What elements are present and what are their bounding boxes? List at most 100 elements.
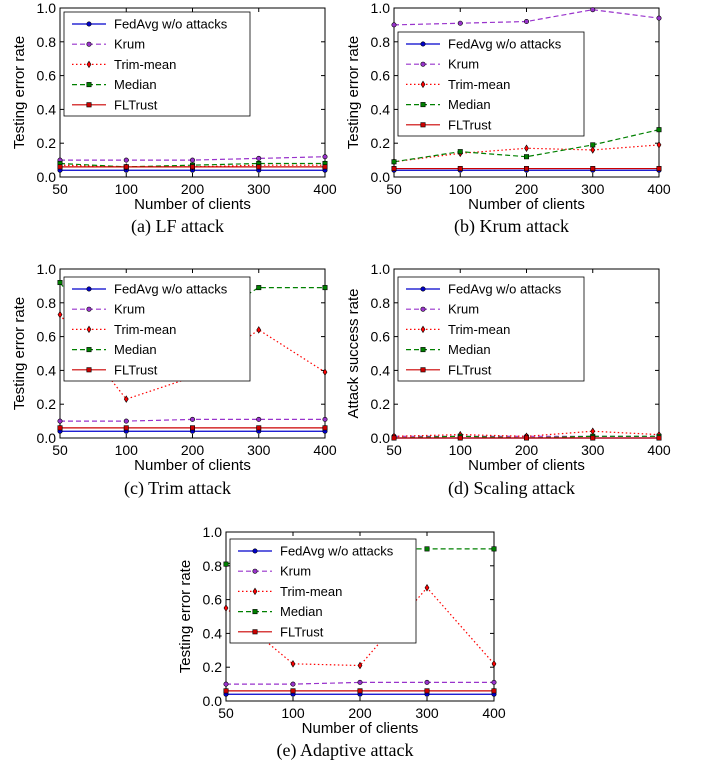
data-point xyxy=(57,418,63,424)
data-point xyxy=(256,416,262,422)
legend-marker xyxy=(86,367,92,373)
legend-entry: Median xyxy=(448,342,491,357)
x-tick-label: 400 xyxy=(647,181,671,197)
data-point xyxy=(322,368,328,376)
data-point xyxy=(190,157,196,163)
legend-marker xyxy=(86,325,92,334)
data-point xyxy=(590,142,596,148)
data-point xyxy=(424,584,430,592)
data-point xyxy=(322,164,328,170)
data-point xyxy=(357,688,363,694)
y-tick-label: 0.8 xyxy=(203,558,223,574)
x-tick-label: 300 xyxy=(581,442,605,458)
data-point xyxy=(322,154,328,160)
legend-marker xyxy=(86,286,92,292)
data-point xyxy=(190,164,196,170)
x-tick-label: 300 xyxy=(581,181,605,197)
data-point xyxy=(256,425,262,431)
x-tick-label: 200 xyxy=(515,442,539,458)
x-tick-label: 50 xyxy=(52,442,68,458)
legend-marker xyxy=(420,102,426,108)
data-point xyxy=(123,395,129,403)
y-tick-label: 0.2 xyxy=(37,135,57,151)
data-point xyxy=(123,164,129,170)
data-point xyxy=(491,660,497,668)
x-tick-label: 400 xyxy=(647,442,671,458)
y-tick-label: 0.0 xyxy=(371,430,391,446)
legend: FedAvg w/o attacks Krum Trim-mean Median FLT… xyxy=(63,11,251,117)
data-point xyxy=(457,435,463,441)
data-point xyxy=(491,688,497,694)
x-tick-label: 100 xyxy=(449,442,473,458)
y-tick-label: 0.8 xyxy=(371,34,391,50)
legend: FedAvg w/o attacks Krum Trim-mean Median FLT… xyxy=(397,276,585,382)
y-tick-label: 0.6 xyxy=(37,329,57,345)
data-point xyxy=(190,425,196,431)
legend-marker xyxy=(252,548,258,554)
data-point xyxy=(57,280,63,286)
x-tick-label: 50 xyxy=(218,705,234,721)
legend-entry: FLTrust xyxy=(448,362,492,377)
legend-marker xyxy=(252,629,258,635)
data-point xyxy=(491,546,497,552)
legend-marker xyxy=(86,306,92,312)
y-tick-label: 0.0 xyxy=(37,430,57,446)
data-point xyxy=(57,425,63,431)
data-point xyxy=(57,164,63,170)
legend-entry: FLTrust xyxy=(114,362,158,377)
data-point xyxy=(656,141,662,149)
subfigure-caption: (b) Krum attack xyxy=(454,216,569,237)
legend-entry: Trim-mean xyxy=(448,322,510,337)
data-point xyxy=(322,425,328,431)
y-tick-label: 0.6 xyxy=(371,329,391,345)
legend-marker xyxy=(252,568,258,574)
legend-marker xyxy=(86,41,92,47)
y-axis-label: Attack success rate xyxy=(345,288,362,418)
data-point xyxy=(656,166,662,172)
x-tick-label: 200 xyxy=(181,442,205,458)
data-point xyxy=(391,22,397,28)
y-tick-label: 0.6 xyxy=(37,68,57,84)
legend-entry: Trim-mean xyxy=(280,584,342,599)
data-point xyxy=(190,416,196,422)
data-point xyxy=(590,435,596,441)
data-point xyxy=(57,310,63,319)
data-point xyxy=(590,427,596,436)
legend-entry: Krum xyxy=(114,302,145,317)
y-tick-label: 0.6 xyxy=(371,68,391,84)
y-axis-label: Testing error rate xyxy=(177,560,194,673)
data-point xyxy=(391,166,397,172)
legend-entry: Krum xyxy=(448,302,479,317)
y-tick-label: 0.0 xyxy=(371,169,391,185)
legend-entry: Trim-mean xyxy=(448,77,510,92)
data-point xyxy=(322,416,328,422)
legend-marker xyxy=(86,82,92,88)
x-tick-label: 300 xyxy=(415,705,439,721)
x-tick-label: 400 xyxy=(313,442,337,458)
data-point xyxy=(256,164,262,170)
data-point xyxy=(256,155,262,161)
data-point xyxy=(590,166,596,172)
legend: FedAvg w/o attacks Krum Trim-mean Median FLT… xyxy=(63,276,251,382)
legend-box xyxy=(63,11,251,117)
legend-marker xyxy=(86,21,92,27)
data-point xyxy=(391,159,397,165)
legend-marker xyxy=(86,347,92,353)
y-tick-label: 1.0 xyxy=(203,524,223,540)
y-tick-label: 0.2 xyxy=(371,135,391,151)
x-axis-label: Number of clients xyxy=(134,457,251,474)
x-tick-label: 400 xyxy=(313,181,337,197)
data-point xyxy=(223,688,229,694)
legend-entry: FLTrust xyxy=(114,97,158,112)
subfigure-caption: (a) LF attack xyxy=(131,216,224,237)
legend-marker xyxy=(86,60,92,69)
data-point xyxy=(523,154,529,160)
data-point xyxy=(322,285,328,291)
y-tick-label: 0.4 xyxy=(371,101,391,117)
subplot-2: 0.0 0.2 0.4 0.6 0.8 1.0 50 100 200 300 400 Number o… xyxy=(345,0,671,237)
x-tick-label: 50 xyxy=(386,181,402,197)
x-axis-label: Number of clients xyxy=(302,720,419,737)
data-point xyxy=(123,418,129,424)
y-tick-label: 0.4 xyxy=(371,362,391,378)
